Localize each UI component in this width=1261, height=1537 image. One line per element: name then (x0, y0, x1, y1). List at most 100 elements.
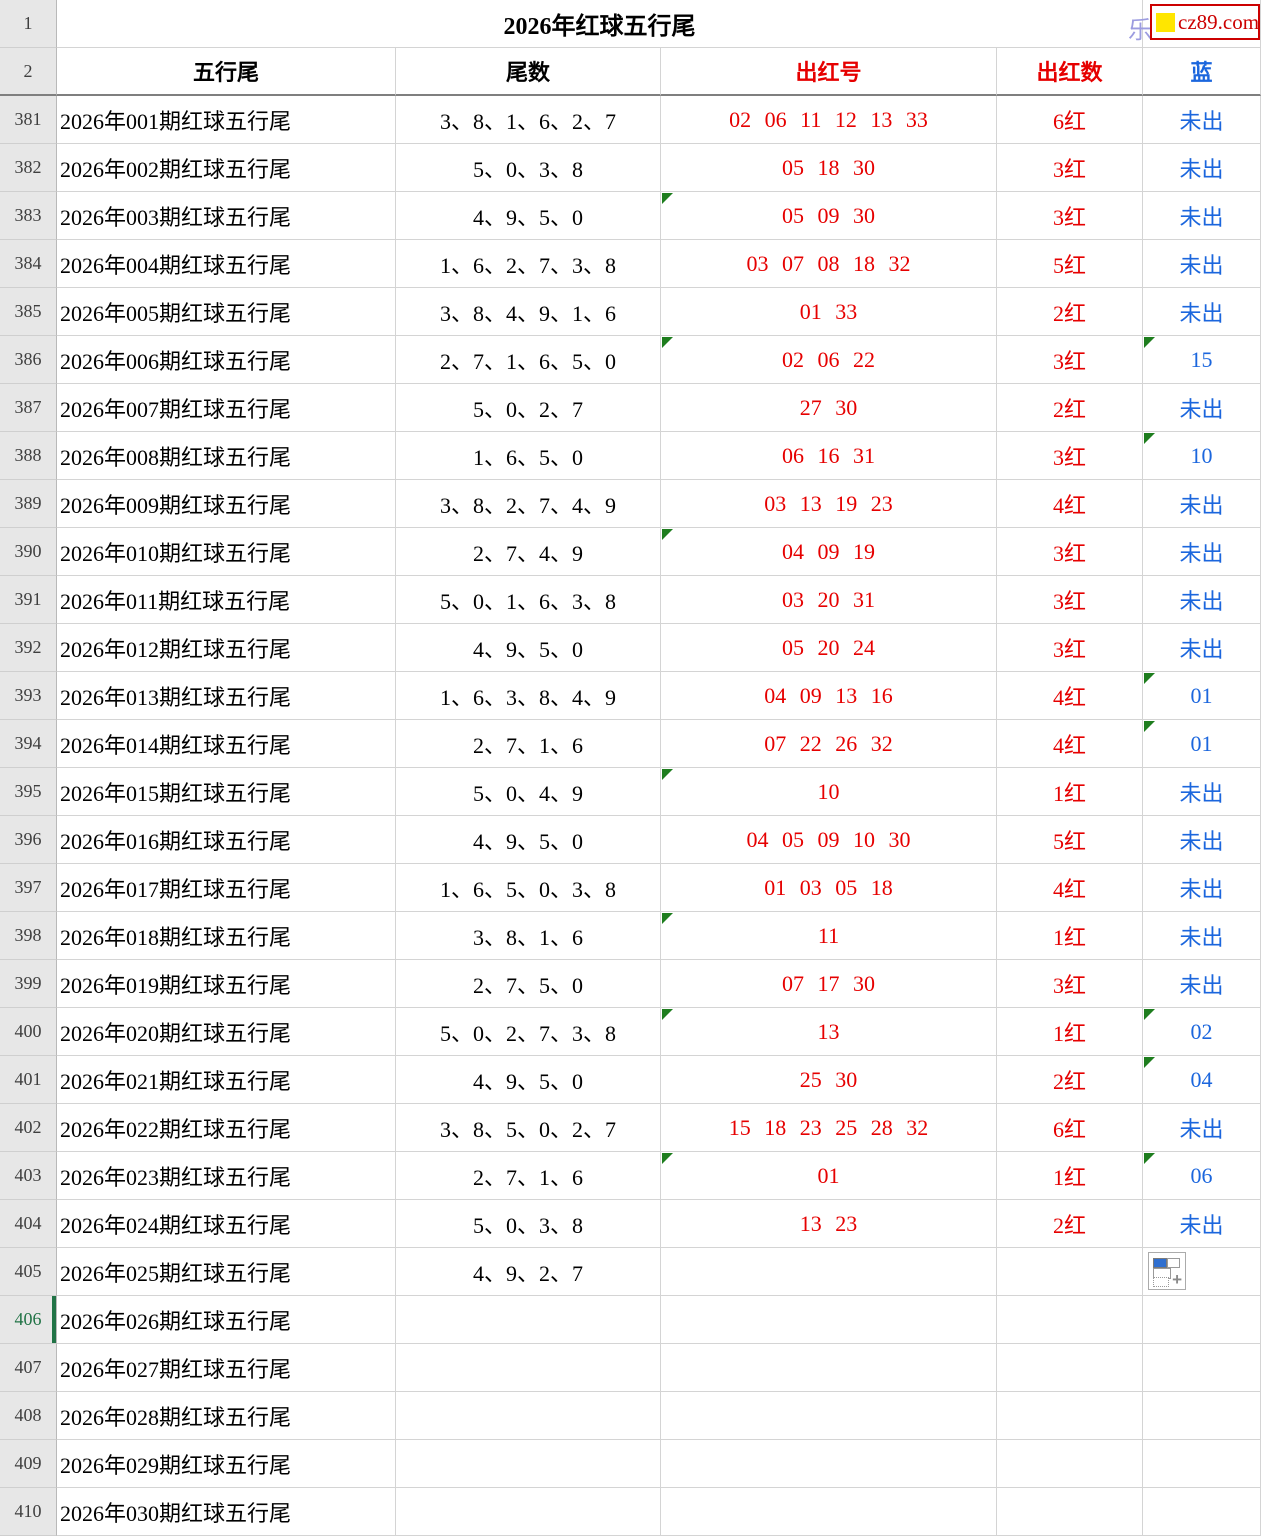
cell-tails[interactable]: 3、8、1、6、2、7 (396, 96, 661, 144)
row-header[interactable]: 391 (0, 576, 57, 624)
cell-blue[interactable] (1143, 1440, 1261, 1488)
cell-tails[interactable]: 3、8、1、6 (396, 912, 661, 960)
cell-period[interactable]: 2026年009期红球五行尾 (57, 480, 396, 528)
row-header[interactable]: 393 (0, 672, 57, 720)
cell-tails[interactable]: 5、0、4、9 (396, 768, 661, 816)
column-header-lan[interactable]: 蓝 (1143, 48, 1261, 96)
cell-blue[interactable]: 未出 (1143, 1104, 1261, 1152)
cell-red-count[interactable]: 3红 (997, 144, 1143, 192)
row-header[interactable]: 396 (0, 816, 57, 864)
cell-tails[interactable] (396, 1296, 661, 1344)
cell-tails[interactable] (396, 1488, 661, 1536)
cell-red-numbers[interactable]: 01 (661, 1152, 997, 1200)
cell-tails[interactable]: 2、7、1、6、5、0 (396, 336, 661, 384)
cell-period[interactable]: 2026年017期红球五行尾 (57, 864, 396, 912)
cell-tails[interactable]: 2、7、4、9 (396, 528, 661, 576)
cell-red-numbers[interactable]: 07 22 26 32 (661, 720, 997, 768)
row-header[interactable]: 407 (0, 1344, 57, 1392)
cell-red-numbers[interactable]: 11 (661, 912, 997, 960)
cell-red-count[interactable] (997, 1296, 1143, 1344)
row-header[interactable]: 385 (0, 288, 57, 336)
cell-period[interactable]: 2026年030期红球五行尾 (57, 1488, 396, 1536)
cell-red-numbers[interactable] (661, 1488, 997, 1536)
cell-blue[interactable]: 未出 (1143, 960, 1261, 1008)
cell-tails[interactable]: 3、8、4、9、1、6 (396, 288, 661, 336)
cell-red-count[interactable]: 3红 (997, 528, 1143, 576)
cell-tails[interactable]: 1、6、2、7、3、8 (396, 240, 661, 288)
cell-tails[interactable]: 5、0、3、8 (396, 1200, 661, 1248)
cell-period[interactable]: 2026年011期红球五行尾 (57, 576, 396, 624)
row-header[interactable]: 383 (0, 192, 57, 240)
cell-period[interactable]: 2026年029期红球五行尾 (57, 1440, 396, 1488)
cell-blue[interactable]: 未出 (1143, 480, 1261, 528)
cell-tails[interactable]: 4、9、2、7 (396, 1248, 661, 1296)
cell-blue[interactable]: 01 (1143, 720, 1261, 768)
cell-tails[interactable]: 4、9、5、0 (396, 192, 661, 240)
row-header[interactable]: 397 (0, 864, 57, 912)
row-header[interactable]: 392 (0, 624, 57, 672)
cell-blue[interactable]: 未出 (1143, 384, 1261, 432)
cell-period[interactable]: 2026年012期红球五行尾 (57, 624, 396, 672)
cell-period[interactable]: 2026年021期红球五行尾 (57, 1056, 396, 1104)
cell-blue[interactable] (1143, 1296, 1261, 1344)
cell-red-count[interactable]: 4红 (997, 864, 1143, 912)
paste-options-icon[interactable]: + (1148, 1252, 1186, 1290)
cell-red-count[interactable]: 6红 (997, 96, 1143, 144)
column-header-chuhongshu[interactable]: 出红数 (997, 48, 1143, 96)
cell-period[interactable]: 2026年001期红球五行尾 (57, 96, 396, 144)
cell-red-numbers[interactable]: 10 (661, 768, 997, 816)
cell-blue[interactable]: 未出 (1143, 288, 1261, 336)
cell-red-numbers[interactable]: 01 33 (661, 288, 997, 336)
cell-blue[interactable]: 04 (1143, 1056, 1261, 1104)
cell-blue[interactable]: 10 (1143, 432, 1261, 480)
cell-red-numbers[interactable] (661, 1392, 997, 1440)
cell-blue[interactable] (1143, 1488, 1261, 1536)
cell-period[interactable]: 2026年028期红球五行尾 (57, 1392, 396, 1440)
cell-tails[interactable]: 3、8、5、0、2、7 (396, 1104, 661, 1152)
cell-period[interactable]: 2026年019期红球五行尾 (57, 960, 396, 1008)
cell-tails[interactable]: 2、7、5、0 (396, 960, 661, 1008)
cell-red-count[interactable]: 3红 (997, 960, 1143, 1008)
cell-red-numbers[interactable]: 01 03 05 18 (661, 864, 997, 912)
cell-blue[interactable]: 未出 (1143, 1200, 1261, 1248)
cell-period[interactable]: 2026年025期红球五行尾 (57, 1248, 396, 1296)
cell-blue[interactable]: 01 (1143, 672, 1261, 720)
cell-red-count[interactable]: 6红 (997, 1104, 1143, 1152)
cell-tails[interactable]: 2、7、1、6 (396, 720, 661, 768)
cell-blue[interactable]: 未出 (1143, 240, 1261, 288)
cell-blue[interactable]: 02 (1143, 1008, 1261, 1056)
cell-tails[interactable]: 4、9、5、0 (396, 624, 661, 672)
cell-red-count[interactable]: 5红 (997, 240, 1143, 288)
row-header[interactable]: 388 (0, 432, 57, 480)
cell-period[interactable]: 2026年014期红球五行尾 (57, 720, 396, 768)
cell-period[interactable]: 2026年004期红球五行尾 (57, 240, 396, 288)
cell-blue[interactable] (1143, 1392, 1261, 1440)
cell-blue[interactable] (1143, 1344, 1261, 1392)
cell-red-numbers[interactable]: 15 18 23 25 28 32 (661, 1104, 997, 1152)
cell-blue[interactable]: 未出 (1143, 576, 1261, 624)
row-header[interactable]: 408 (0, 1392, 57, 1440)
cell-blue[interactable]: 未出 (1143, 96, 1261, 144)
cell-red-count[interactable]: 2红 (997, 288, 1143, 336)
row-header[interactable]: 398 (0, 912, 57, 960)
cell-red-count[interactable]: 2红 (997, 1056, 1143, 1104)
cell-red-numbers[interactable]: 02 06 11 12 13 33 (661, 96, 997, 144)
row-header[interactable]: 382 (0, 144, 57, 192)
cell-period[interactable]: 2026年013期红球五行尾 (57, 672, 396, 720)
cell-red-numbers[interactable]: 04 05 09 10 30 (661, 816, 997, 864)
cell-red-count[interactable]: 3红 (997, 576, 1143, 624)
cell-red-numbers[interactable]: 13 23 (661, 1200, 997, 1248)
cell-tails[interactable]: 1、6、5、0 (396, 432, 661, 480)
cell-red-numbers[interactable]: 06 16 31 (661, 432, 997, 480)
row-header[interactable]: 406 (0, 1296, 57, 1344)
cell-red-count[interactable]: 2红 (997, 1200, 1143, 1248)
cell-period[interactable]: 2026年006期红球五行尾 (57, 336, 396, 384)
cell-period[interactable]: 2026年020期红球五行尾 (57, 1008, 396, 1056)
cell-tails[interactable]: 4、9、5、0 (396, 816, 661, 864)
cell-tails[interactable]: 2、7、1、6 (396, 1152, 661, 1200)
row-header[interactable]: 394 (0, 720, 57, 768)
cell-red-numbers[interactable]: 27 30 (661, 384, 997, 432)
row-header[interactable]: 410 (0, 1488, 57, 1536)
cell-period[interactable]: 2026年016期红球五行尾 (57, 816, 396, 864)
row-header[interactable]: 384 (0, 240, 57, 288)
